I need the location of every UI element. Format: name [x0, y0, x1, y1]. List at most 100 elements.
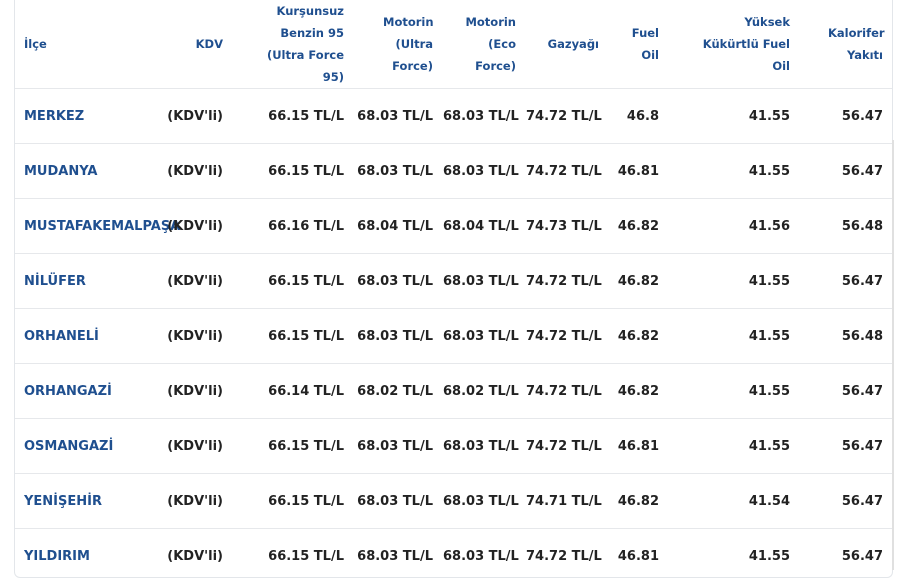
- table-row: NİLÜFER (KDV'li) 66.15 TL/L 68.03 TL/L 68.03…: [15, 253, 892, 309]
- cell: (KDV'li): [166, 528, 233, 577]
- header-text: Yüksek Kükürtlü Fuel Oil: [702, 15, 790, 73]
- cell: (KDV'li): [166, 308, 233, 364]
- cell: 68.03 TL/L: [443, 528, 526, 577]
- cell: 68.03 TL/L: [354, 418, 443, 474]
- cell: 68.03 TL/L: [354, 253, 443, 309]
- district-name: MERKEZ: [15, 88, 166, 144]
- cell: 41.55: [669, 88, 800, 144]
- cell: 66.14 TL/L: [233, 363, 354, 419]
- cell: 68.03 TL/L: [354, 308, 443, 364]
- cell: 56.47: [800, 473, 892, 529]
- column-header: Kurşunsuz Benzin 95 (Ultra Force 95): [233, 0, 354, 89]
- cell: 41.56: [669, 198, 800, 254]
- header-text: İlçe: [24, 37, 47, 51]
- cell: 41.54: [669, 473, 800, 529]
- cell: 41.55: [669, 418, 800, 474]
- cell: 41.55: [669, 253, 800, 309]
- column-header: Kalorifer Yakıtı: [800, 0, 892, 89]
- cell: 68.04 TL/L: [354, 198, 443, 254]
- cell: 46.81: [609, 143, 669, 199]
- cell: 68.03 TL/L: [354, 528, 443, 577]
- cell: 68.03 TL/L: [443, 418, 526, 474]
- cell: 74.72 TL/L: [526, 528, 609, 577]
- cell: (KDV'li): [166, 143, 233, 199]
- cell: 74.72 TL/L: [526, 253, 609, 309]
- cell: 66.15 TL/L: [233, 528, 354, 577]
- table-row: MERKEZ (KDV'li) 66.15 TL/L 68.03 TL/L 68.03 …: [15, 88, 892, 144]
- column-header: Fuel Oil: [609, 0, 669, 89]
- cell: 68.02 TL/L: [443, 363, 526, 419]
- table-row: ORHANELİ (KDV'li) 66.15 TL/L 68.03 TL/L 68.0…: [15, 308, 892, 364]
- table-body: MERKEZ (KDV'li) 66.15 TL/L 68.03 TL/L 68.03 …: [15, 88, 892, 577]
- cell: 68.03 TL/L: [443, 308, 526, 364]
- district-name: ORHANELİ: [15, 308, 166, 364]
- cell: 56.47: [800, 88, 892, 144]
- cell: 56.48: [800, 198, 892, 254]
- column-header: Gazyağı: [526, 0, 609, 89]
- cell: 74.73 TL/L: [526, 198, 609, 254]
- cell: 74.72 TL/L: [526, 143, 609, 199]
- cell: 66.15 TL/L: [233, 418, 354, 474]
- column-header: İlçe: [15, 0, 166, 89]
- cell: 66.15 TL/L: [233, 473, 354, 529]
- header-text: Motorin (Ultra Force): [383, 15, 434, 73]
- cell: (KDV'li): [166, 473, 233, 529]
- district-name: YENİŞEHİR: [15, 473, 166, 529]
- cell: 46.82: [609, 253, 669, 309]
- cell: 56.47: [800, 418, 892, 474]
- cell: 74.72 TL/L: [526, 308, 609, 364]
- header-text: Gazyağı: [547, 37, 599, 51]
- cell: (KDV'li): [166, 88, 233, 144]
- cell: 66.15 TL/L: [233, 88, 354, 144]
- district-name: MUSTAFAKEMALPAŞA: [15, 198, 180, 254]
- header-text: Kalorifer Yakıtı: [828, 26, 885, 62]
- cell: (KDV'li): [166, 253, 233, 309]
- cell: 56.48: [800, 308, 892, 364]
- cell: 41.55: [669, 363, 800, 419]
- column-header: Motorin (Eco Force): [443, 0, 526, 89]
- district-name: ORHANGAZİ: [15, 363, 166, 419]
- scrollbar: [892, 140, 894, 570]
- cell: (KDV'li): [166, 418, 233, 474]
- header-row: İlçe KDV Kurşunsuz Benzin 95 (Ultra Force …: [15, 0, 892, 89]
- cell: 68.03 TL/L: [354, 143, 443, 199]
- cell: 46.82: [609, 473, 669, 529]
- table-row: OSMANGAZİ (KDV'li) 66.15 TL/L 68.03 TL/L 68.…: [15, 418, 892, 474]
- column-header: Yüksek Kükürtlü Fuel Oil: [669, 0, 800, 89]
- cell: 68.03 TL/L: [443, 473, 526, 529]
- district-name: MUDANYA: [15, 143, 166, 199]
- cell: 74.72 TL/L: [526, 363, 609, 419]
- header-text: Fuel Oil: [631, 26, 659, 62]
- table-row: MUSTAFAKEMALPAŞA (KDV'li) 66.16 TL/L 68.04 …: [15, 198, 892, 254]
- cell: 56.47: [800, 253, 892, 309]
- district-name: NİLÜFER: [15, 253, 166, 309]
- cell: 46.81: [609, 528, 669, 577]
- cell: 74.71 TL/L: [526, 473, 609, 529]
- cell: 46.81: [609, 418, 669, 474]
- cell: 68.03 TL/L: [443, 88, 526, 144]
- table-row: YILDIRIM (KDV'li) 66.15 TL/L 68.03 TL/L 68.0…: [15, 528, 892, 577]
- cell: 41.55: [669, 528, 800, 577]
- cell: 66.15 TL/L: [233, 308, 354, 364]
- cell: 66.15 TL/L: [233, 253, 354, 309]
- cell: 66.15 TL/L: [233, 143, 354, 199]
- cell: 46.82: [609, 308, 669, 364]
- cell: 68.03 TL/L: [354, 473, 443, 529]
- cell: 74.72 TL/L: [526, 418, 609, 474]
- table-row: YENİŞEHİR (KDV'li) 66.15 TL/L 68.03 TL/L 68.…: [15, 473, 892, 529]
- header-text: KDV: [195, 37, 223, 51]
- cell: 56.47: [800, 363, 892, 419]
- district-name: OSMANGAZİ: [15, 418, 166, 474]
- price-table: İlçe KDV Kurşunsuz Benzin 95 (Ultra Force …: [15, 0, 892, 577]
- cell: 68.03 TL/L: [354, 88, 443, 144]
- header-text: Kurşunsuz Benzin 95 (Ultra Force 95): [266, 4, 344, 84]
- table-row: ORHANGAZİ (KDV'li) 66.14 TL/L 68.02 TL/L 68.…: [15, 363, 892, 419]
- cell: 41.55: [669, 143, 800, 199]
- cell: 46.8: [609, 88, 669, 144]
- cell: (KDV'li): [166, 363, 233, 419]
- cell: 68.03 TL/L: [443, 253, 526, 309]
- cell: 74.72 TL/L: [526, 88, 609, 144]
- cell: 68.03 TL/L: [443, 143, 526, 199]
- cell: 56.47: [800, 143, 892, 199]
